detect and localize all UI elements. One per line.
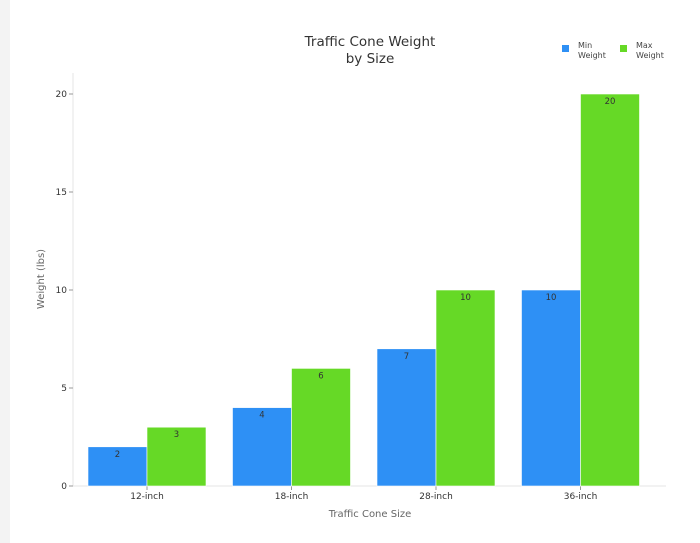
data-label: 6 [318,371,323,381]
data-label: 20 [605,97,616,107]
y-tick-label: 0 [61,482,67,492]
y-tick-label: 20 [56,90,68,100]
data-label: 2 [115,450,120,460]
data-label: 7 [404,352,409,362]
bar-max-28-inch [435,289,496,487]
legend-swatch [562,45,569,52]
bar-max-18-inch [291,368,351,487]
legend-label: Max [636,41,653,50]
data-label: 10 [546,293,557,303]
legend-label: Weight [578,51,606,60]
bar-min-28-inch [376,348,437,487]
y-axis-title: Weight (lbs) [36,249,47,309]
x-tick-label: 18-inch [275,492,309,502]
x-tick-label: 12-inch [130,492,164,502]
legend-swatch [620,45,627,52]
chart-title-line-2: by Size [345,51,395,67]
y-tick-label: 10 [56,286,68,296]
y-tick-label: 5 [61,384,67,394]
bar-max-12-inch [146,426,207,487]
data-labels: 2 3 4 6 7 10 10 20 [115,97,616,460]
bar-min-12-inch [87,446,148,487]
x-tick-label: 36-inch [564,492,598,502]
legend-label: Weight [636,51,664,60]
chart-title-line-1: Traffic Cone Weight [304,34,436,50]
x-axis-title: Traffic Cone Size [328,509,412,520]
data-label: 4 [259,411,264,421]
chart-title: Traffic Cone Weight by Size [290,34,450,68]
bars [87,93,640,487]
bar-max-36-inch [580,93,640,487]
legend-label: Min [578,41,592,50]
data-label: 3 [174,430,179,440]
left-gutter [0,0,10,543]
data-label: 10 [460,293,471,303]
x-tick-label: 28-inch [419,492,453,502]
y-tick-label: 15 [56,188,67,198]
bar-min-18-inch [232,407,292,487]
bar-min-36-inch [521,289,581,487]
